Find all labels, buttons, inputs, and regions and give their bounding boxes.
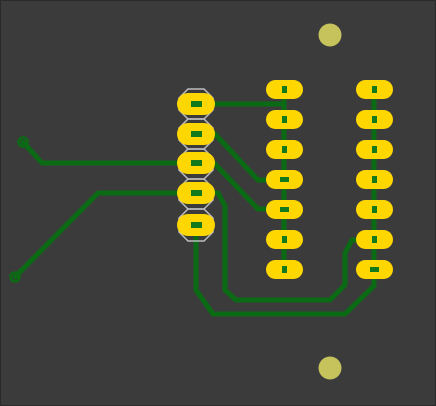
header-pin-1-drill xyxy=(191,101,202,107)
dip-left-pin-3-drill xyxy=(282,146,287,153)
dip-left-pin-7-drill xyxy=(282,266,287,273)
header-pin-3-drill xyxy=(191,160,202,166)
dip-right-pin-7-drill xyxy=(370,267,379,272)
trace-tp2-to-header-pin4 xyxy=(12,190,199,280)
test-points xyxy=(9,136,29,283)
dip-right-pin-6-drill xyxy=(372,236,377,243)
dip-left-column xyxy=(266,80,303,279)
dip-left-pin-2-drill xyxy=(282,116,287,123)
mounting-hole-top xyxy=(318,23,342,47)
test-point-left-top-center xyxy=(21,140,25,144)
mounting-hole-bottom xyxy=(318,356,342,380)
trace-header-pin4-to-dip-r6 xyxy=(193,190,377,303)
dip-right-pin-4-drill xyxy=(372,176,377,183)
dip-right-pin-2-drill xyxy=(372,116,377,123)
test-point-left-bottom[interactable] xyxy=(9,271,21,283)
header-pin-4-drill xyxy=(191,190,202,196)
dip-left-pin-4-drill xyxy=(280,177,289,182)
header-5pin xyxy=(177,88,215,242)
test-point-left-top[interactable] xyxy=(17,136,29,148)
dip-right-pin-1-drill xyxy=(372,86,377,93)
dip-right-pin-3-drill xyxy=(372,146,377,153)
dip-right-column xyxy=(356,80,393,279)
test-point-left-bottom-center xyxy=(13,275,17,279)
dip-left-pin-6-drill xyxy=(282,236,287,243)
header-pin-2-drill xyxy=(191,131,202,137)
dip-left-pin-1-drill xyxy=(282,86,287,93)
trace-header-pin5-to-dip-r7 xyxy=(193,222,377,317)
dip-right-pin-5-drill xyxy=(372,206,377,213)
header-pin-5-drill xyxy=(191,222,202,228)
dip-left-pin-5-drill xyxy=(280,207,289,212)
trace-tp1-to-header-pin3 xyxy=(20,139,199,166)
